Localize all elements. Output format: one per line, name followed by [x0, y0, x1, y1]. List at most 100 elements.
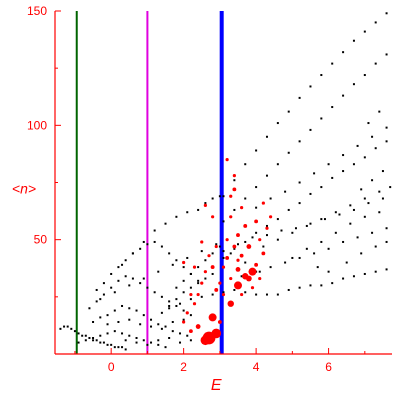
black-point — [95, 288, 98, 291]
black-point — [164, 346, 167, 349]
black-point — [276, 218, 279, 221]
red-point — [221, 265, 226, 269]
black-point — [215, 243, 218, 246]
black-point — [99, 298, 102, 301]
black-point — [99, 334, 102, 337]
red-point — [261, 251, 266, 256]
black-point — [363, 156, 366, 159]
black-point — [182, 279, 185, 282]
black-point — [236, 243, 239, 246]
red-point — [207, 254, 211, 258]
black-point — [349, 204, 352, 207]
black-point — [269, 197, 272, 200]
black-point — [294, 227, 297, 230]
black-point — [363, 197, 366, 200]
black-point — [150, 341, 153, 344]
red-point — [261, 201, 265, 205]
black-point — [117, 320, 120, 323]
black-point — [124, 339, 127, 342]
black-point — [265, 224, 268, 227]
red-point — [250, 286, 255, 290]
black-point — [244, 291, 247, 294]
black-point — [363, 30, 366, 33]
black-point — [131, 277, 134, 280]
red-point — [192, 302, 197, 306]
black-point — [309, 222, 312, 225]
red-point — [182, 260, 186, 265]
red-point — [200, 281, 204, 285]
black-point — [367, 202, 370, 205]
black-point — [189, 272, 192, 275]
black-point — [349, 222, 352, 225]
black-point — [385, 12, 388, 15]
red-point — [196, 292, 200, 297]
red-point — [208, 313, 217, 322]
red-point — [233, 281, 242, 290]
black-point — [157, 323, 160, 326]
black-point — [146, 286, 149, 289]
black-point — [244, 163, 247, 166]
red-point — [236, 258, 240, 262]
black-point — [92, 320, 95, 323]
black-point — [197, 208, 200, 211]
black-point — [179, 341, 182, 344]
black-point — [204, 277, 207, 280]
red-point — [221, 292, 226, 297]
black-point — [153, 229, 156, 232]
black-point — [135, 341, 138, 344]
black-point — [139, 247, 142, 250]
black-point — [168, 304, 171, 307]
black-point — [189, 314, 192, 317]
vertical-marker-lines — [75, 11, 224, 354]
black-point — [342, 240, 345, 243]
black-point — [385, 268, 388, 271]
black-point — [331, 176, 334, 179]
black-point — [378, 190, 381, 193]
black-point — [218, 195, 221, 198]
black-point — [298, 140, 301, 143]
red-point — [225, 238, 229, 242]
black-point — [186, 256, 189, 259]
red-point — [203, 203, 207, 207]
black-point — [255, 231, 258, 234]
black-point — [110, 286, 113, 289]
black-point — [229, 252, 232, 255]
black-point — [102, 293, 105, 296]
black-point — [338, 213, 341, 216]
black-point — [385, 240, 388, 243]
black-point — [320, 218, 323, 221]
red-point — [248, 267, 257, 276]
black-point — [142, 277, 145, 280]
axis-ticks: 0 2 4 6 50 100 150 — [27, 4, 366, 374]
black-point — [385, 227, 388, 230]
black-point — [175, 304, 178, 307]
black-point — [171, 263, 174, 266]
black-point — [182, 309, 185, 312]
black-point — [160, 327, 163, 330]
red-point — [254, 219, 259, 224]
black-point — [233, 208, 236, 211]
black-point — [157, 343, 160, 346]
black-point — [327, 270, 330, 273]
black-point — [175, 215, 178, 218]
black-point — [305, 247, 308, 250]
black-point — [175, 259, 178, 262]
black-point — [175, 286, 178, 289]
black-point — [157, 270, 160, 273]
black-point — [374, 21, 377, 24]
black-point — [182, 291, 185, 294]
black-point — [334, 211, 337, 214]
black-point — [157, 339, 160, 342]
black-point — [204, 202, 207, 205]
black-point — [342, 94, 345, 97]
black-point — [331, 62, 334, 65]
black-point — [385, 140, 388, 143]
black-point — [352, 208, 355, 211]
black-point — [262, 245, 265, 248]
black-point — [320, 284, 323, 287]
black-point — [124, 259, 127, 262]
black-point — [327, 247, 330, 250]
black-point — [171, 330, 174, 333]
red-point — [192, 265, 197, 269]
black-point — [367, 122, 370, 125]
